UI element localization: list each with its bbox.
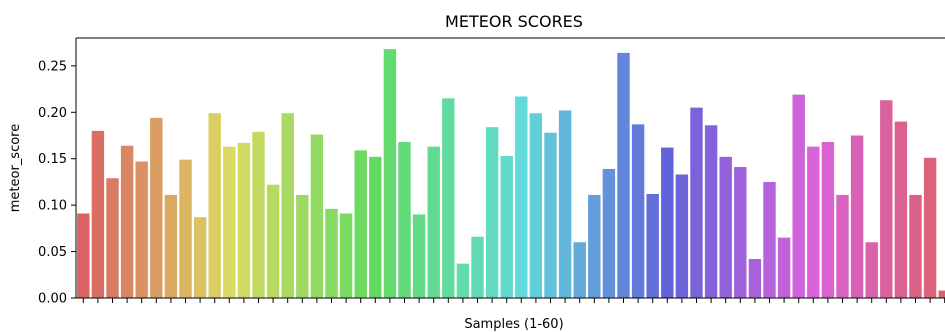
bar-42 <box>675 174 689 298</box>
y-tick-label: 0.10 <box>38 199 67 214</box>
bar-6 <box>150 117 163 298</box>
bar-33 <box>544 132 557 298</box>
bar-38 <box>617 52 630 298</box>
bar-31 <box>515 96 528 298</box>
bar-44 <box>704 125 718 298</box>
bar-18 <box>325 208 338 298</box>
bar-17 <box>310 134 324 298</box>
bar-5 <box>135 161 148 298</box>
bar-50 <box>792 94 805 298</box>
bar-34 <box>558 110 572 299</box>
bar-43 <box>690 107 703 298</box>
bar-4 <box>120 145 134 298</box>
bar-52 <box>821 142 835 298</box>
bar-9 <box>193 217 207 298</box>
bar-12 <box>237 142 251 298</box>
bar-14 <box>266 184 280 298</box>
bar-57 <box>894 121 908 298</box>
y-tick-label: 0.00 <box>38 292 67 307</box>
y-axis-label: meteor_score <box>8 124 23 213</box>
bar-29 <box>485 127 499 298</box>
bar-26 <box>442 98 455 298</box>
bar-56 <box>880 100 893 299</box>
bar-60 <box>938 290 945 298</box>
bar-7 <box>164 194 178 298</box>
bar-22 <box>383 49 397 298</box>
bar-3 <box>106 178 119 298</box>
bar-10 <box>208 113 221 299</box>
bar-54 <box>850 135 864 298</box>
bar-28 <box>471 236 484 298</box>
bar-24 <box>412 214 426 298</box>
bar-35 <box>573 242 586 298</box>
bar-32 <box>529 113 543 299</box>
bar-21 <box>369 156 382 298</box>
bar-19 <box>339 213 353 298</box>
bar-39 <box>631 124 645 298</box>
bar-53 <box>836 194 849 298</box>
bar-27 <box>456 263 470 298</box>
bar-47 <box>748 259 762 298</box>
y-tick-label: 0.05 <box>38 245 67 260</box>
x-axis-label: Samples (1-60) <box>464 317 563 332</box>
y-tick-label: 0.20 <box>38 106 67 121</box>
y-tick-label: 0.25 <box>38 59 67 74</box>
bar-15 <box>281 113 294 299</box>
bar-55 <box>865 242 878 298</box>
bar-41 <box>661 147 674 298</box>
bar-51 <box>807 146 820 298</box>
bar-46 <box>734 167 747 298</box>
bar-37 <box>602 168 616 298</box>
bar-11 <box>223 146 236 298</box>
bar-49 <box>777 237 791 298</box>
bar-48 <box>763 181 776 298</box>
bar-36 <box>588 194 601 298</box>
bar-59 <box>923 157 937 298</box>
bar-25 <box>427 146 440 298</box>
bar-16 <box>296 194 309 298</box>
y-tick-label: 0.15 <box>38 152 67 167</box>
bar-30 <box>500 155 513 298</box>
plot-area: 0.00 0.05 0.10 0.15 0.20 0.25 <box>38 37 945 307</box>
bar-40 <box>646 194 659 298</box>
bar-8 <box>179 159 192 298</box>
bar-58 <box>909 194 922 298</box>
bar-1 <box>77 213 90 298</box>
chart-title: METEOR SCORES <box>445 12 583 31</box>
bar-45 <box>719 156 732 298</box>
bar-23 <box>398 142 411 298</box>
bar-2 <box>91 130 105 298</box>
bar-13 <box>252 131 265 298</box>
bar-20 <box>354 150 367 298</box>
